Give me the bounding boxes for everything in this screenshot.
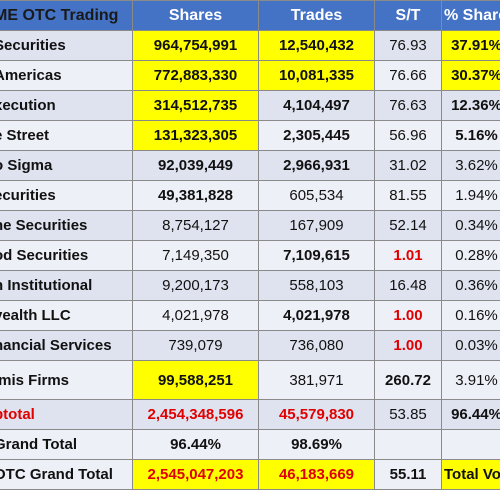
row-firm-name: e Street [0, 120, 133, 151]
row-st: 16.48 [374, 270, 442, 301]
table-row: e Street 131,323,305 2,305,445 56.96 5.1… [0, 120, 500, 151]
header-trades: Trades [258, 0, 375, 31]
row-st: 260.72 [374, 360, 442, 400]
row-trades: 736,080 [258, 330, 375, 361]
row-st: 1.00 [374, 300, 442, 331]
table-row: Americas 772,883,330 10,081,335 76.66 30… [0, 60, 500, 91]
row-trades: 381,971 [258, 360, 375, 400]
grand-total-pct-label: Grand Total [0, 429, 133, 460]
row-pct: 0.36% [441, 270, 500, 301]
row-trades: 2,966,931 [258, 150, 375, 181]
row-shares: 314,512,735 [132, 90, 259, 121]
row-trades: 12,540,432 [258, 30, 375, 61]
row-firm-name: imis Firms [0, 360, 133, 400]
grand-total-pct-pct [441, 429, 500, 460]
row-trades: 167,909 [258, 210, 375, 241]
subtotal-trades: 45,579,830 [258, 399, 375, 430]
row-st: 31.02 [374, 150, 442, 181]
row-st: 76.63 [374, 90, 442, 121]
header-pct-shares: % Shares [441, 0, 500, 31]
row-trades: 605,534 [258, 180, 375, 211]
table-row: ne Securities 8,754,127 167,909 52.14 0.… [0, 210, 500, 241]
row-pct: 3.91% [441, 360, 500, 400]
row-shares: 8,754,127 [132, 210, 259, 241]
table-row: ecurities 49,381,828 605,534 81.55 1.94% [0, 180, 500, 211]
row-shares: 772,883,330 [132, 60, 259, 91]
row-trades: 2,305,445 [258, 120, 375, 151]
otc-grand-total-st: 55.11 [374, 459, 442, 490]
table-row: xecution 314,512,735 4,104,497 76.63 12.… [0, 90, 500, 121]
row-shares: 131,323,305 [132, 120, 259, 151]
row-firm-name: Americas [0, 60, 133, 91]
row-st: 1.01 [374, 240, 442, 271]
row-firm-name: h Institutional [0, 270, 133, 301]
row-st: 56.96 [374, 120, 442, 151]
row-trades: 4,104,497 [258, 90, 375, 121]
row-shares: 92,039,449 [132, 150, 259, 181]
header-row: ME OTC Trading Shares Trades S/T % Share… [0, 0, 500, 31]
row-firm-name: ne Securities [0, 210, 133, 241]
header-shares: Shares [132, 0, 259, 31]
row-firm-name: ecurities [0, 180, 133, 211]
row-trades: 558,103 [258, 270, 375, 301]
row-shares: 49,381,828 [132, 180, 259, 211]
table-row: vealth LLC 4,021,978 4,021,978 1.00 0.16… [0, 300, 500, 331]
subtotal-label: btotal [0, 399, 133, 430]
row-firm-name: xecution [0, 90, 133, 121]
row-st: 76.66 [374, 60, 442, 91]
subtotal-pct: 96.44% [441, 399, 500, 430]
otc-grand-total-row: OTC Grand Total 2,545,047,203 46,183,669… [0, 459, 500, 490]
row-trades: 10,081,335 [258, 60, 375, 91]
row-shares: 964,754,991 [132, 30, 259, 61]
row-trades: 4,021,978 [258, 300, 375, 331]
table-row: od Securities 7,149,350 7,109,615 1.01 0… [0, 240, 500, 271]
otc-grand-total-label: OTC Grand Total [0, 459, 133, 490]
row-st: 52.14 [374, 210, 442, 241]
table-row: imis Firms 99,588,251 381,971 260.72 3.9… [0, 360, 500, 400]
row-shares: 4,021,978 [132, 300, 259, 331]
table-row: nancial Services 739,079 736,080 1.00 0.… [0, 330, 500, 361]
row-firm-name: vealth LLC [0, 300, 133, 331]
table-row: o Sigma 92,039,449 2,966,931 31.02 3.62% [0, 150, 500, 181]
subtotal-st: 53.85 [374, 399, 442, 430]
row-pct: 12.36% [441, 90, 500, 121]
grand-total-pct-st [374, 429, 442, 460]
row-firm-name: od Securities [0, 240, 133, 271]
header-st: S/T [374, 0, 442, 31]
otc-grand-total-trades: 46,183,669 [258, 459, 375, 490]
row-pct: 0.34% [441, 210, 500, 241]
row-shares: 99,588,251 [132, 360, 259, 400]
row-firm-name: nancial Services [0, 330, 133, 361]
table-row: h Institutional 9,200,173 558,103 16.48 … [0, 270, 500, 301]
row-shares: 7,149,350 [132, 240, 259, 271]
row-st: 76.93 [374, 30, 442, 61]
row-st: 81.55 [374, 180, 442, 211]
row-pct: 0.03% [441, 330, 500, 361]
row-pct: 1.94% [441, 180, 500, 211]
row-pct: 37.91% [441, 30, 500, 61]
row-trades: 7,109,615 [258, 240, 375, 271]
subtotal-row: btotal 2,454,348,596 45,579,830 53.85 96… [0, 399, 500, 430]
row-firm-name: o Sigma [0, 150, 133, 181]
grand-total-pct-row: Grand Total 96.44% 98.69% [0, 429, 500, 460]
header-firm: ME OTC Trading [0, 0, 133, 31]
row-pct: 30.37% [441, 60, 500, 91]
otc-grand-total-volume-label: Total Volume [441, 459, 500, 490]
grand-total-pct-trades: 98.69% [258, 429, 375, 460]
grand-total-pct-shares: 96.44% [132, 429, 259, 460]
subtotal-shares: 2,454,348,596 [132, 399, 259, 430]
table-row: Securities 964,754,991 12,540,432 76.93 … [0, 30, 500, 61]
row-firm-name: Securities [0, 30, 133, 61]
row-st: 1.00 [374, 330, 442, 361]
row-pct: 0.16% [441, 300, 500, 331]
otc-grand-total-shares: 2,545,047,203 [132, 459, 259, 490]
row-shares: 739,079 [132, 330, 259, 361]
row-shares: 9,200,173 [132, 270, 259, 301]
row-pct: 3.62% [441, 150, 500, 181]
row-pct: 0.28% [441, 240, 500, 271]
row-pct: 5.16% [441, 120, 500, 151]
